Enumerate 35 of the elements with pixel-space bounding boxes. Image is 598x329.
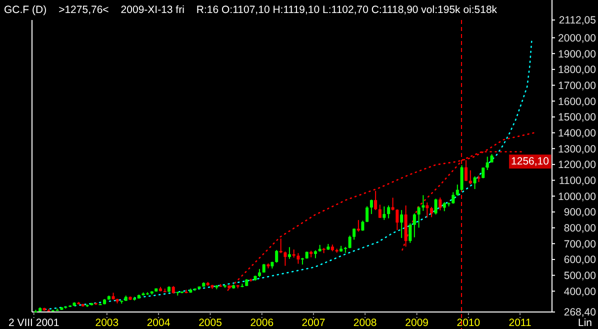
- y-tick-label: 1300,00: [558, 143, 596, 156]
- y-tick-label: 1800,00: [558, 64, 596, 76]
- y-tick-label: 1100,00: [558, 174, 596, 187]
- y-tick-label: 268,40: [564, 306, 596, 319]
- y-tick-label: 500,00: [564, 270, 596, 282]
- chart-title: GC.F (D): [4, 4, 47, 16]
- x-tick-label: 2010: [456, 317, 480, 329]
- y-tick-label: 1400,00: [558, 127, 596, 140]
- x-tick-label: 2004: [146, 317, 170, 329]
- x-tick-label: 2003: [95, 317, 119, 329]
- annotation: 1256,10: [511, 156, 550, 168]
- y-tick-label: 1200,00: [558, 159, 596, 172]
- y-tick-label: 1600,00: [558, 96, 596, 108]
- text: >1275,76<: [58, 4, 109, 16]
- y-tick-label: 1900,00: [558, 48, 596, 60]
- y-tick-label: 400,00: [564, 286, 596, 298]
- x-tick-label: 2006: [250, 317, 274, 329]
- y-tick-label: 900,00: [564, 206, 596, 219]
- y-tick-label: 2000,00: [558, 32, 596, 44]
- y-tick-label: 1500,00: [558, 112, 596, 124]
- x-tick-label: 2008: [353, 317, 377, 329]
- y-tick-label: 1000,00: [558, 190, 596, 203]
- x-tick-label: 2 VIII 2001: [8, 317, 60, 329]
- text: 2009-XI-13 fri: [120, 4, 184, 16]
- y-tick-label: 800,00: [564, 222, 596, 234]
- y-tick-label: 2112,05: [558, 14, 596, 27]
- y-tick-label: 700,00: [564, 238, 596, 250]
- y-tick-label: 600,00: [564, 254, 596, 266]
- x-tick-label: 2011: [508, 317, 532, 329]
- y-tick-label: 1700,00: [558, 80, 596, 92]
- text: Lin: [578, 317, 592, 329]
- x-tick-label: 2005: [198, 317, 222, 329]
- text: R:16 O:1107,10 H:1119,10 L:1102,70 C:1118,90 vol:195k oi:518k: [196, 4, 498, 16]
- x-tick-label: 2007: [302, 317, 326, 329]
- x-tick-label: 2009: [405, 317, 429, 329]
